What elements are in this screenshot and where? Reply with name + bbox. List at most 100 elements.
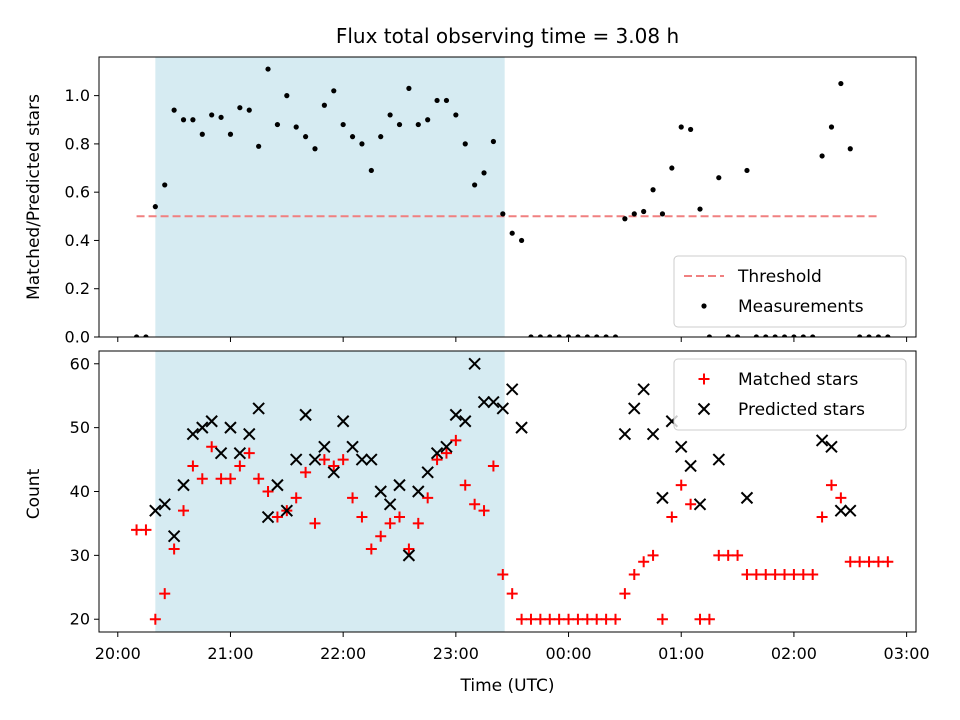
measurements-point <box>359 141 365 147</box>
x-tick-label: 01:00 <box>658 644 704 663</box>
predicted-stars-point <box>515 421 528 434</box>
measurements-point <box>180 117 187 123</box>
measurements-point <box>847 146 853 152</box>
measurements-point <box>772 334 778 337</box>
x-tick-label: 22:00 <box>320 644 366 663</box>
predicted-stars-point <box>336 415 350 428</box>
measurements-point <box>781 334 788 337</box>
matched-stars-point <box>563 613 575 625</box>
measurements-point <box>378 134 384 140</box>
matched-stars-point <box>872 556 884 568</box>
matched-stars-point <box>394 511 406 523</box>
predicted-stars-point <box>233 446 247 460</box>
measurements-point <box>866 334 872 337</box>
measurements-point <box>575 334 581 337</box>
matched-stars-point <box>271 511 283 523</box>
measurements-point <box>819 153 825 159</box>
bottom-legend: Matched stars Predicted stars <box>673 358 907 431</box>
measurements-point <box>406 85 412 91</box>
predicted-stars-point <box>637 383 650 396</box>
predicted-stars-point <box>186 427 200 441</box>
measurements-point <box>349 134 356 140</box>
measurements-point <box>810 334 816 337</box>
predicted-stars-point <box>505 383 519 396</box>
legend-label: Threshold <box>737 267 822 287</box>
matched-stars-point <box>675 479 687 491</box>
matched-stars-point <box>628 569 640 581</box>
matched-stars-point <box>497 569 509 581</box>
measurements-point <box>631 211 637 217</box>
measurements-point <box>875 334 882 337</box>
bottom-y-tick-label: 60 <box>70 354 90 373</box>
predicted-stars-point <box>346 440 359 454</box>
top-legend: Threshold Measurements <box>673 255 907 328</box>
measurements-point <box>500 211 506 217</box>
predicted-stars-point <box>243 427 256 441</box>
matched-stars-point <box>149 613 161 625</box>
measurements-point <box>857 334 863 337</box>
measurements-point <box>528 334 534 337</box>
top-y-tick-label: 0.4 <box>65 231 90 250</box>
measurements-point <box>547 334 553 337</box>
predicted-stars-point <box>468 357 481 370</box>
matched-stars-point <box>224 473 236 485</box>
chart-title: Flux total observing time = 3.08 h <box>336 24 679 48</box>
matched-stars-point <box>534 613 546 625</box>
matched-stars-point <box>243 447 255 459</box>
measurements-point <box>331 88 337 94</box>
top-shaded-interval <box>155 57 505 337</box>
matched-stars-point <box>318 454 330 466</box>
measurements-point <box>256 143 262 149</box>
predicted-stars-point <box>430 446 444 460</box>
matched-stars-point <box>769 569 781 581</box>
matched-stars-point <box>131 524 143 536</box>
predicted-stars-point <box>459 415 472 428</box>
measurements-point <box>227 131 234 137</box>
measurements-point <box>753 334 759 337</box>
matched-stars-point <box>290 492 302 504</box>
measurements-point <box>537 334 543 337</box>
measurements-point <box>143 334 149 337</box>
x-tick-label: 00:00 <box>545 644 591 663</box>
measurements-point <box>472 182 478 188</box>
matched-stars-point <box>760 569 772 581</box>
measurements-point <box>387 112 393 118</box>
measurements-point <box>734 334 741 337</box>
matched-stars-point <box>469 498 481 510</box>
predicted-stars-point <box>149 504 162 517</box>
predicted-stars-point <box>496 402 510 415</box>
measurements-point <box>641 208 647 215</box>
matched-stars-point <box>140 524 152 536</box>
measurements-point <box>706 334 713 337</box>
measurements-point <box>293 124 299 130</box>
legend-matched-swatch <box>698 373 710 385</box>
measurements-point <box>171 107 177 113</box>
measurements-point <box>425 117 431 123</box>
matched-stars-point <box>600 613 612 625</box>
matched-stars-point <box>863 556 875 568</box>
matched-stars-point <box>300 466 312 478</box>
measurements-point <box>594 334 600 337</box>
measurements-point <box>133 334 140 337</box>
measurements-point <box>622 216 628 222</box>
matched-stars-point <box>722 549 734 561</box>
measurements-point <box>443 97 450 104</box>
measurements-point <box>368 167 374 174</box>
predicted-stars-point <box>280 504 294 517</box>
matched-stars-point <box>262 486 274 497</box>
matched-stars-point <box>412 517 424 529</box>
matched-stars-point <box>694 613 706 625</box>
matched-stars-point <box>591 613 603 625</box>
matched-stars-point <box>797 569 809 581</box>
measurements-point <box>659 211 666 217</box>
matched-stars-point <box>159 588 171 600</box>
legend-predicted-swatch <box>697 402 711 416</box>
predicted-stars-point <box>412 485 425 498</box>
bottom-y-tick-label: 20 <box>70 610 90 629</box>
predicted-stars-point <box>355 453 369 466</box>
predicted-stars-point <box>289 453 303 466</box>
predicted-stars-point <box>365 453 378 466</box>
predicted-stars-point <box>393 478 406 492</box>
predicted-stars-point <box>196 421 209 434</box>
